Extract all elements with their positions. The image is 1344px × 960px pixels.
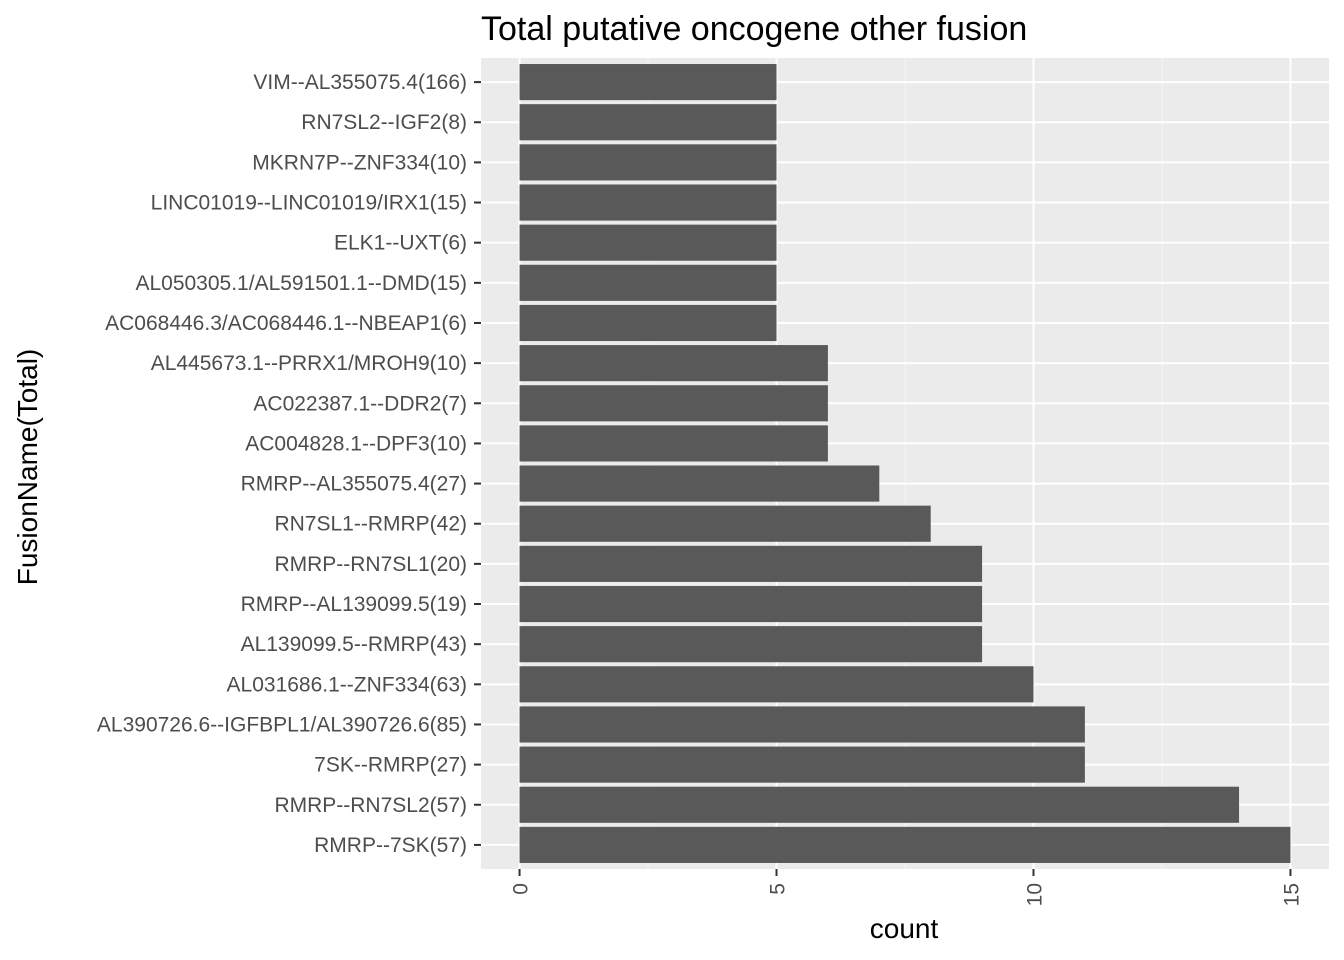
bar [519,746,1085,783]
bar [519,545,983,582]
y-tick-label: RMRP--RN7SL2(57) [274,794,467,817]
y-tick-label: LINC01019--LINC01019/IRX1(15) [151,192,467,215]
y-tick-label: ELK1--UXT(6) [334,232,467,255]
bar [519,505,931,542]
bar [519,425,828,462]
bar [519,64,777,101]
y-tick-label: AL031686.1--ZNF334(63) [227,673,467,696]
y-tick-label: AL390726.6--IGFBPL1/AL390726.6(85) [97,713,467,736]
bar [519,184,777,221]
bar [519,465,880,502]
bar [519,385,828,422]
bar [519,224,777,261]
y-tick-label: 7SK--RMRP(27) [314,754,467,777]
bar [519,144,777,181]
x-tick-label: 0 [510,883,533,895]
bar [519,304,777,342]
y-axis-title: FusionName(Total) [12,349,43,586]
bar [519,104,777,141]
y-tick-label: AC022387.1--DDR2(7) [253,392,467,415]
x-tick-label: 5 [767,883,790,895]
y-tick-label: RMRP--AL139099.5(19) [241,593,467,616]
y-tick-label: MKRN7P--ZNF334(10) [252,151,467,174]
bar [519,786,1240,823]
bar [519,666,1034,703]
bar [519,826,1291,863]
bar [519,706,1085,743]
bars [519,64,1291,863]
y-tick-label: RN7SL1--RMRP(42) [274,513,467,536]
bar [519,264,777,301]
x-axis-title: count [870,913,939,944]
bar [519,345,828,382]
y-tick-label: RMRP--AL355075.4(27) [241,473,467,496]
chart-title: Total putative oncogene other fusion [481,10,1027,48]
y-tick-label: AL050305.1/AL591501.1--DMD(15) [135,272,467,295]
bar [519,585,983,623]
y-tick-label: RN7SL2--IGF2(8) [301,111,467,134]
y-tick-label: RMRP--7SK(57) [314,834,467,857]
y-tick-label: AL445673.1--PRRX1/MROH9(10) [151,352,467,375]
y-tick-label: AC004828.1--DPF3(10) [245,432,467,455]
x-tick-label: 10 [1023,883,1046,906]
y-tick-label: AL139099.5--RMRP(43) [241,633,467,656]
x-tick-label: 15 [1280,883,1303,906]
y-tick-label: RMRP--RN7SL1(20) [274,553,467,576]
x-axis: 0 5 10 15 [510,869,1303,906]
y-tick-label: AC068446.3/AC068446.1--NBEAP1(6) [105,312,467,335]
y-axis: VIM--AL355075.4(166) RN7SL2--IGF2(8) MKRN7… [97,71,481,857]
y-tick-label: VIM--AL355075.4(166) [253,71,467,94]
bar [519,626,983,663]
